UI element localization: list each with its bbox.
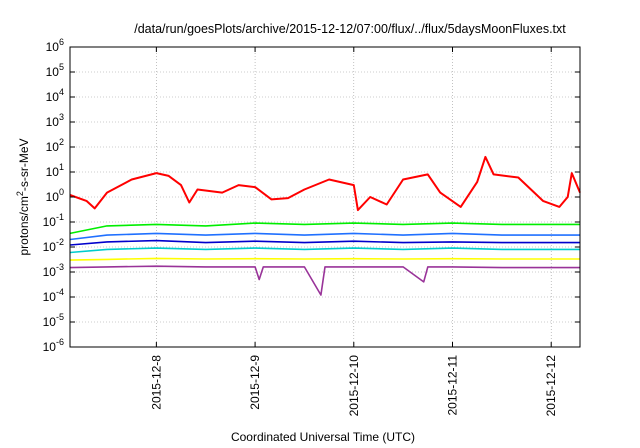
- x-tick-label: 2015-12-11: [446, 355, 460, 416]
- y-tick-label: 101: [46, 162, 64, 179]
- x-tick-label: 2015-12-8: [149, 355, 163, 410]
- y-tick-label-base: 10: [43, 290, 57, 304]
- y-tick-label-base: 10: [46, 40, 60, 54]
- y-tick-label-exp: -5: [56, 312, 64, 322]
- y-tick-label: 10-2: [43, 237, 64, 254]
- y-tick-label-base: 10: [43, 340, 57, 354]
- y-tick-label-exp: -1: [56, 212, 64, 222]
- y-tick-label: 102: [46, 137, 64, 154]
- x-axis: 2015-12-8 2015-12-9 2015-12-10 2015-12-11 20…: [149, 47, 558, 416]
- y-tick-label-exp: 0: [59, 187, 64, 197]
- series-line: [69, 239, 580, 246]
- series-layer: [69, 155, 581, 296]
- y-tick-label: 103: [46, 112, 64, 129]
- y-tick-label-exp: -6: [56, 337, 64, 347]
- grid: [70, 47, 580, 347]
- y-tick-label-exp: -4: [56, 287, 64, 297]
- y-tick-label: 100: [46, 187, 64, 204]
- chart-title: /data/run/goesPlots/archive/2015-12-12/0…: [134, 22, 566, 36]
- y-tick-label-exp: 3: [59, 112, 64, 122]
- x-tick-label: 2015-12-10: [347, 355, 361, 417]
- y-tick-label-exp: 6: [59, 37, 64, 47]
- y-tick-label-base: 10: [46, 65, 60, 79]
- y-tick-label-exp: 1: [59, 162, 64, 172]
- y-axis-label-base: protons/cm: [17, 196, 31, 255]
- y-tick-label-base: 10: [43, 315, 57, 329]
- y-tick-label-exp: 4: [59, 87, 64, 97]
- y-tick-label-base: 10: [43, 215, 57, 229]
- x-axis-label: Coordinated Universal Time (UTC): [231, 430, 415, 444]
- y-tick-label-exp: 2: [59, 137, 64, 147]
- x-tick-label: 2015-12-12: [544, 355, 558, 417]
- y-tick-label-base: 10: [46, 140, 60, 154]
- y-tick-label-exp: 5: [59, 62, 64, 72]
- series-line: [69, 247, 580, 254]
- y-tick-label: 10-1: [43, 212, 64, 229]
- y-tick-label: 10-5: [43, 312, 64, 329]
- y-tick-label-exp: -2: [56, 237, 64, 247]
- y-axis-label-exp: 2: [15, 191, 25, 196]
- y-axis-label-rest: -s-sr-MeV: [17, 138, 31, 191]
- series-line: [69, 265, 580, 296]
- y-tick-label-base: 10: [43, 265, 57, 279]
- y-axis: 10-610-510-410-310-210-11001011021031041…: [43, 37, 580, 354]
- series-line: [69, 257, 580, 261]
- y-tick-label: 10-3: [43, 262, 64, 279]
- series-line: [69, 232, 580, 241]
- y-tick-label-base: 10: [43, 240, 57, 254]
- plot-frame: [69, 46, 581, 348]
- y-tick-label: 104: [46, 87, 64, 104]
- y-tick-label: 10-6: [43, 337, 64, 354]
- y-tick-label-base: 10: [46, 165, 60, 179]
- y-tick-label: 105: [46, 62, 64, 79]
- y-tick-label-exp: -3: [56, 262, 64, 272]
- y-tick-label-base: 10: [46, 90, 60, 104]
- y-tick-label: 10-4: [43, 287, 64, 304]
- y-tick-label-base: 10: [46, 115, 60, 129]
- y-axis-label: protons/cm2-s-sr-MeV: [15, 138, 31, 255]
- series-line: [69, 222, 580, 235]
- y-tick-label-base: 10: [46, 190, 60, 204]
- x-tick-label: 2015-12-9: [248, 355, 262, 410]
- y-tick-label: 106: [46, 37, 64, 54]
- series-line: [69, 155, 581, 212]
